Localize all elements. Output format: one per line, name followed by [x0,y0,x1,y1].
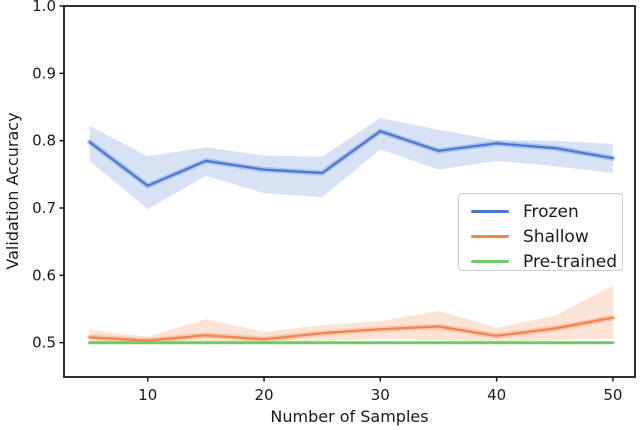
legend-item-pretrained: Pre-trained [459,249,622,274]
series-line-shallow [88,316,614,342]
x-tick-label: 30 [371,386,390,404]
legend-line-swatch-frozen [471,210,509,213]
y-tick-label: 1.0 [32,0,56,15]
x-tick-label: 10 [138,386,157,404]
legend-label-frozen: Frozen [523,201,579,222]
y-tick-label: 0.6 [32,266,56,284]
y-axis-title: Validation Accuracy [3,112,22,270]
series-line-frozen [88,130,614,187]
legend-label-shallow: Shallow [523,226,589,247]
y-tick-label: 0.7 [32,199,56,217]
x-tick-label: 40 [487,386,506,404]
legend-label-pretrained: Pre-trained [523,251,617,272]
y-tick-label: 0.8 [32,132,56,150]
series-band-frozen [89,117,613,210]
legend-line-swatch-pretrained [471,260,509,263]
x-axis-title: Number of Samples [270,407,429,426]
axes-spines [63,5,636,378]
x-tick-label: 50 [603,386,622,404]
legend: Frozen Shallow Pre-trained [458,193,623,274]
legend-item-frozen: Frozen [459,199,622,224]
legend-line-swatch-shallow [471,235,509,238]
y-tick-label: 0.9 [32,64,56,82]
series-band-shallow [89,285,613,344]
x-tick-label: 20 [254,386,273,404]
legend-item-shallow: Shallow [459,224,622,249]
y-tick-label: 0.5 [32,334,56,352]
